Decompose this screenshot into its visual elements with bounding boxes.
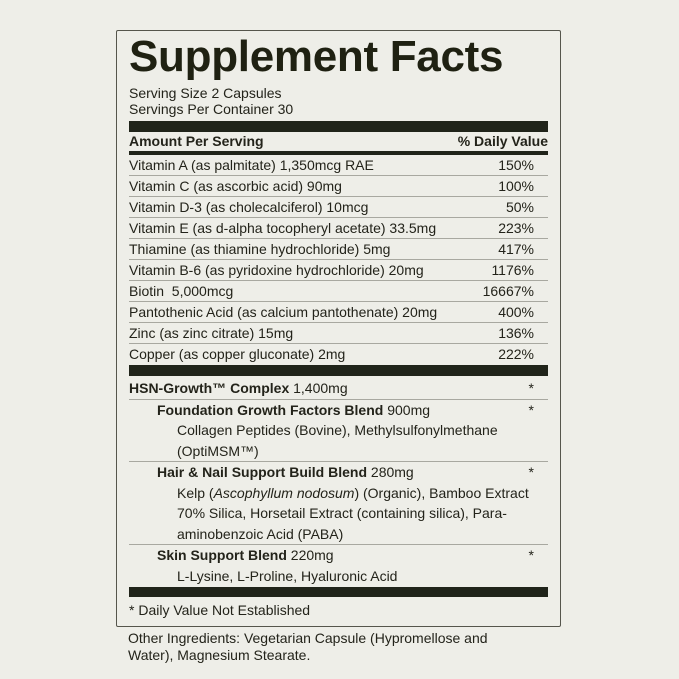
nutrient-row: Vitamin D-3 (as cholecalciferol) 10mcg 50… xyxy=(129,197,548,218)
nutrient-row: Vitamin C (as ascorbic acid) 90mg 100% xyxy=(129,176,548,197)
divider-bar xyxy=(129,365,548,376)
blend-amount: 900mg xyxy=(383,401,431,418)
amount-header: Amount Per Serving xyxy=(129,133,264,149)
nutrient-name: Pantothenic Acid (as calcium pantothenat… xyxy=(129,304,438,320)
divider-bar xyxy=(129,121,548,132)
nutrient-row: Zinc (as zinc citrate) 15mg 136% xyxy=(129,323,548,344)
nutrient-name: Biotin 5,000mcg xyxy=(129,283,234,299)
blend-name: Foundation Growth Factors Blend xyxy=(157,401,384,418)
nutrient-row: Biotin 5,000mcg 16667% xyxy=(129,281,548,302)
nutrient-dv: 136% xyxy=(498,325,534,341)
blend-amount: 220mg xyxy=(286,547,334,563)
table-header: Amount Per Serving % Daily Value xyxy=(129,132,548,155)
nutrient-name: Vitamin C (as ascorbic acid) 90mg xyxy=(129,178,342,194)
nutrient-name: Zinc (as zinc citrate) 15mg xyxy=(129,325,294,341)
nutrient-row: Pantothenic Acid (as calcium pantothenat… xyxy=(129,302,548,323)
nutrient-name: Thiamine (as thiamine hydrochloride) 5mg xyxy=(129,241,391,257)
nutrient-row: Vitamin A (as palmitate) 1,350mcg RAE 150… xyxy=(129,155,548,176)
nutrient-dv: 100% xyxy=(498,178,534,194)
serving-size: Serving Size 2 Capsules xyxy=(129,85,282,101)
nutrient-dv: 222% xyxy=(498,346,534,362)
nutrient-dv: 16667% xyxy=(482,283,534,299)
complex-row: HSN-Growth™ Complex 1,400mg * xyxy=(129,378,548,400)
nutrient-dv: 223% xyxy=(498,220,534,236)
blend-dv: * xyxy=(528,547,534,563)
blend-name: Skin Support Blend xyxy=(157,547,287,563)
blend-ingredients: L-Lysine, L-Proline, Hyaluronic Acid xyxy=(177,567,398,584)
nutrient-name: Copper (as copper gluconate) 2mg xyxy=(129,346,346,362)
nutrient-dv: 1176% xyxy=(491,262,534,278)
nutrient-row: Thiamine (as thiamine hydrochloride) 5mg… xyxy=(129,239,548,260)
nutrient-dv: 417% xyxy=(498,241,534,257)
blend-name: Hair & Nail Support Build Blend xyxy=(157,464,368,480)
blend-amount: 280mg xyxy=(367,464,414,480)
complex-name: HSN-Growth™ Complex xyxy=(129,380,290,396)
nutrient-row: Vitamin E (as d-alpha tocopheryl acetate… xyxy=(129,218,548,239)
nutrient-name: Vitamin E (as d-alpha tocopheryl acetate… xyxy=(129,220,437,236)
nutrient-name: Vitamin B-6 (as pyridoxine hydrochloride… xyxy=(129,262,424,278)
blend-row: Skin Support Blend 220mg * L-Lysine, L-P… xyxy=(129,545,548,586)
panel-title: Supplement Facts xyxy=(129,32,504,81)
blend-row: Hair & Nail Support Build Blend 280mg * … xyxy=(129,462,548,545)
ingredient-species: Ascophyllum nodosum xyxy=(213,484,355,501)
nutrient-row: Copper (as copper gluconate) 2mg 222% xyxy=(129,344,548,364)
ingredient-text: ) (Organic), Bamboo Extract 70% Silica, … xyxy=(177,484,529,542)
other-ingredients: Other Ingredients: Vegetarian Capsule (H… xyxy=(128,630,488,663)
label-wrapper: Supplement Facts Serving Size 2 Capsules… xyxy=(116,0,561,674)
ingredient-text: Kelp ( xyxy=(177,484,214,501)
nutrient-dv: 50% xyxy=(505,199,534,215)
servings-per-container: Servings Per Container 30 xyxy=(129,101,294,117)
complex-dv: * xyxy=(528,380,534,396)
divider-bar xyxy=(129,587,548,597)
nutrient-name: Vitamin D-3 (as cholecalciferol) 10mcg xyxy=(129,199,369,215)
nutrient-list: Vitamin A (as palmitate) 1,350mcg RAE 150… xyxy=(129,155,548,364)
nutrient-name: Vitamin A (as palmitate) 1,350mcg RAE xyxy=(129,157,374,173)
blend-ingredients: Kelp (Ascophyllum nodosum) (Organic), Ba… xyxy=(129,483,548,545)
nutrient-row: Vitamin B-6 (as pyridoxine hydrochloride… xyxy=(129,260,548,281)
blend-dv: * xyxy=(528,401,534,418)
footnote: * Daily Value Not Established xyxy=(129,602,311,618)
nutrient-dv: 150% xyxy=(498,157,534,173)
nutrient-dv: 400% xyxy=(498,304,534,320)
blend-ingredients: Collagen Peptides (Bovine), Methylsulfon… xyxy=(177,422,498,459)
supplement-facts-panel: Supplement Facts Serving Size 2 Capsules… xyxy=(116,30,561,627)
blend-row: Foundation Growth Factors Blend 900mg * … xyxy=(129,400,548,462)
blend-dv: * xyxy=(528,464,534,480)
dv-header: % Daily Value xyxy=(457,133,548,149)
complex-amount: 1,400mg xyxy=(289,380,348,396)
